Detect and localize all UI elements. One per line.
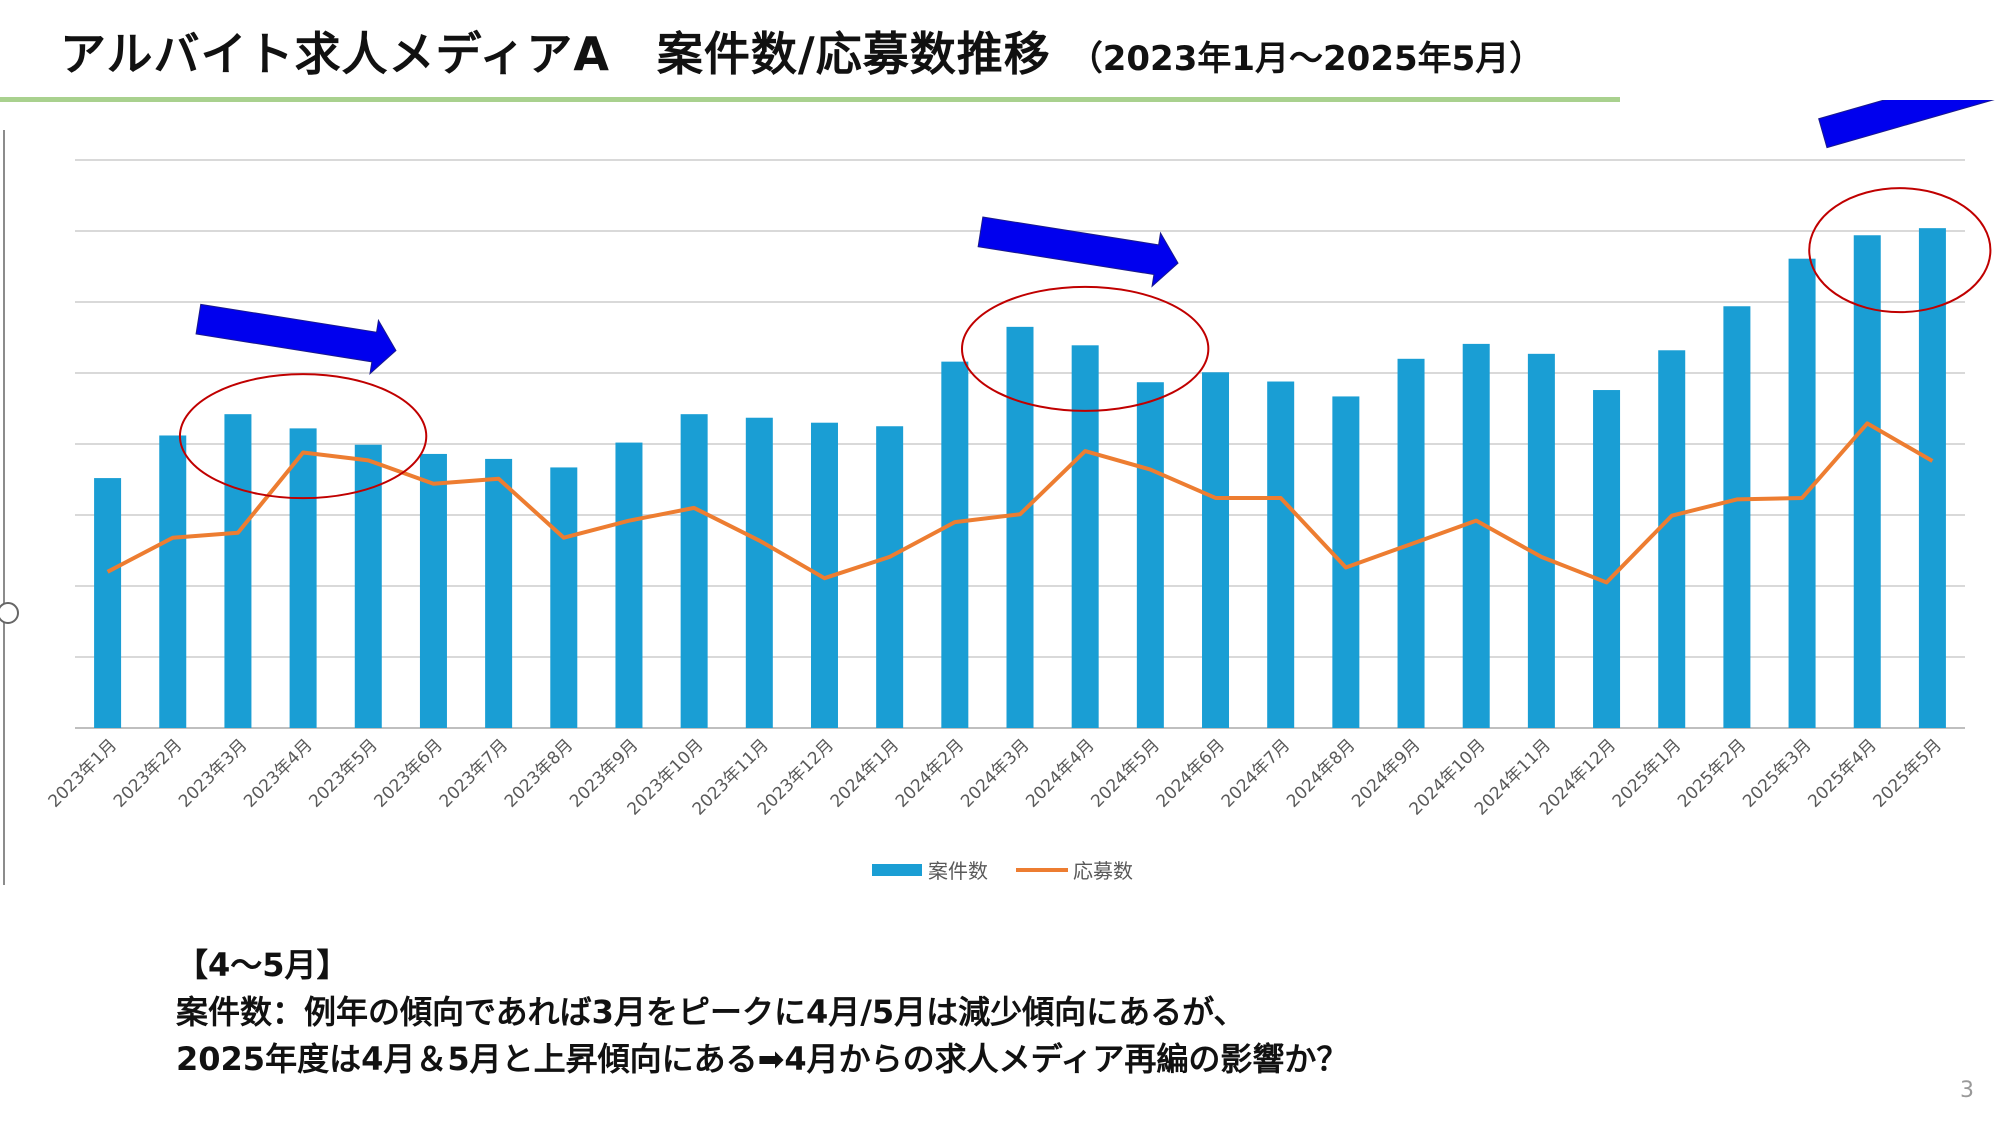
x-axis-tick-labels: 2023年1月2023年2月2023年3月2023年4月2023年5月2023年… xyxy=(45,735,1946,819)
x-tick-label: 2023年7月 xyxy=(436,735,512,811)
chart-gridlines xyxy=(75,159,1965,729)
x-tick-label: 2023年6月 xyxy=(371,735,447,811)
commentary-heading: 【4～5月】 xyxy=(176,946,349,984)
x-tick-label: 2024年7月 xyxy=(1218,735,1294,811)
bar xyxy=(354,444,382,728)
bar xyxy=(159,435,187,728)
x-tick-label: 2024年5月 xyxy=(1087,735,1163,811)
bar xyxy=(1202,372,1230,728)
bar xyxy=(876,426,904,728)
highlight-circle xyxy=(178,373,428,500)
slide-title: アルバイト求人メディアA 案件数/応募数推移 xyxy=(60,27,1051,81)
bar xyxy=(94,478,122,728)
legend-swatch-cases xyxy=(872,864,922,876)
bar xyxy=(1788,258,1816,728)
x-tick-label: 2025年2月 xyxy=(1674,735,1750,811)
chart-svg: 2023年1月2023年2月2023年3月2023年4月2023年5月2023年… xyxy=(45,100,2000,883)
bar xyxy=(1853,235,1881,728)
x-tick-label: 2024年8月 xyxy=(1283,735,1359,811)
x-tick-label: 2024年4月 xyxy=(1022,735,1098,811)
bar xyxy=(1658,350,1686,728)
bar xyxy=(1723,306,1751,728)
bar-series-cases xyxy=(94,228,1946,728)
slide-subtitle: （2023年1月～2025年5月） xyxy=(1068,39,1544,79)
x-tick-label: 2024年2月 xyxy=(892,735,968,811)
x-tick-label: 2025年5月 xyxy=(1870,735,1946,811)
bar xyxy=(1071,345,1099,728)
bar xyxy=(1918,228,1946,728)
page-number: 3 xyxy=(1960,1078,1974,1103)
highlight-annotations xyxy=(178,100,2000,500)
bar xyxy=(941,361,969,728)
legend-label-applications: 応募数 xyxy=(1073,859,1133,883)
bar xyxy=(1136,382,1164,728)
highlight-circle xyxy=(960,285,1210,412)
slide-title-wrap: アルバイト求人メディアA 案件数/応募数推移 （2023年1月～2025年5月） xyxy=(60,18,1543,98)
trend-arrow-shape xyxy=(195,303,397,376)
trend-arrow-shape xyxy=(977,216,1179,288)
bar xyxy=(615,442,643,728)
title-underline xyxy=(0,97,1620,102)
legend-label-cases: 案件数 xyxy=(928,859,988,883)
trend-arrow-icon xyxy=(195,303,397,376)
bar xyxy=(1593,390,1621,728)
x-tick-label: 2023年1月 xyxy=(45,735,121,811)
highlight-circle xyxy=(1808,187,1992,314)
x-tick-label: 2025年3月 xyxy=(1739,735,1815,811)
x-tick-label: 2023年2月 xyxy=(110,735,186,811)
bar xyxy=(1462,343,1490,728)
x-tick-label: 2024年3月 xyxy=(957,735,1033,811)
trend-arrow-icon xyxy=(1818,100,2000,149)
resize-handle[interactable] xyxy=(0,602,19,624)
x-tick-label: 2023年3月 xyxy=(175,735,251,811)
x-tick-label: 2023年8月 xyxy=(501,735,577,811)
x-tick-label: 2025年4月 xyxy=(1804,735,1880,811)
x-tick-label: 2024年6月 xyxy=(1153,735,1229,811)
trend-arrow-shape xyxy=(1818,100,2000,149)
bar xyxy=(485,458,513,728)
commentary-line-1: 案件数：例年の傾向であれば3月をピークに4月/5月は減少傾向にあるが、 xyxy=(176,993,1246,1031)
bar xyxy=(1006,326,1034,728)
bar xyxy=(1267,381,1295,728)
bar xyxy=(1527,353,1555,728)
bar xyxy=(419,453,447,728)
bar xyxy=(224,414,252,728)
bar xyxy=(550,467,578,728)
bar xyxy=(680,414,708,728)
bar xyxy=(745,417,773,728)
chart-legend: 案件数 応募数 xyxy=(872,859,1133,883)
bar xyxy=(289,428,317,728)
x-tick-label: 2025年1月 xyxy=(1609,735,1685,811)
x-tick-label: 2024年1月 xyxy=(827,735,903,811)
chart-left-edge xyxy=(0,130,19,885)
x-tick-label: 2023年4月 xyxy=(240,735,316,811)
trend-arrow-icon xyxy=(977,216,1179,288)
commentary-box: 【4～5月】 案件数：例年の傾向であれば3月をピークに4月/5月は減少傾向にある… xyxy=(176,942,1348,1083)
x-tick-label: 2023年5月 xyxy=(305,735,381,811)
commentary-line-2: 2025年度は4月＆5月と上昇傾向にある➡4月からの求人メディア再編の影響か？ xyxy=(176,1040,1349,1078)
line-series-applications xyxy=(106,421,1934,585)
